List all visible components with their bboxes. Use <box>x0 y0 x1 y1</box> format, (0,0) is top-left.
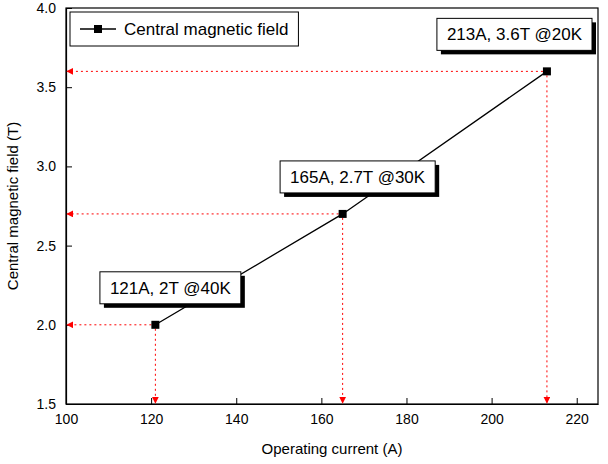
x-tick-mark <box>492 398 493 404</box>
y-tick: 4.0 <box>37 0 72 16</box>
annotation-text: 121A, 2T @40K <box>110 279 232 298</box>
x-axis: 100 120 140 160 180 200 220 <box>55 398 599 427</box>
x-tick-label: 120 <box>140 411 164 427</box>
x-tick: 120 <box>140 398 164 427</box>
annotation-text: 213A, 3.6T @20K <box>447 25 583 44</box>
x-tick-label: 140 <box>225 411 249 427</box>
y-tick: 3.5 <box>37 79 72 95</box>
y-guide-arrow <box>67 324 151 325</box>
x-guide-arrow <box>546 75 547 403</box>
y-tick-mark <box>66 166 72 167</box>
plot-frame <box>66 8 598 404</box>
annotations: 121A, 2T @40K 165A, 2.7T @30K 213A, 3.6T @… <box>100 18 596 307</box>
y-tick-mark <box>66 246 72 247</box>
y-guide-arrow <box>67 71 543 72</box>
x-tick: 140 <box>225 398 249 427</box>
legend-box <box>70 12 298 46</box>
annotation: 213A, 3.6T @20K <box>437 18 596 54</box>
annotation-text: 165A, 2.7T @30K <box>290 168 426 187</box>
x-guide-arrow <box>155 329 156 403</box>
x-tick-label: 180 <box>395 411 419 427</box>
data-point <box>339 210 347 218</box>
y-tick-mark <box>66 8 72 9</box>
y-axis: 1.5 2.0 2.5 3.0 3.5 4.0 <box>37 0 72 412</box>
x-tick-mark <box>236 398 237 404</box>
x-tick-label: 100 <box>55 411 79 427</box>
annotation: 165A, 2.7T @30K <box>280 161 439 197</box>
y-tick-label: 1.5 <box>37 396 57 412</box>
y-tick-mark <box>66 87 72 88</box>
x-tick: 180 <box>395 398 419 427</box>
x-tick-mark <box>151 398 152 404</box>
y-axis-line <box>66 9 67 405</box>
plot: 1001201401601802002201.52.02.53.03.54.01… <box>37 0 599 427</box>
annotation-box <box>100 272 241 304</box>
chart: 1001201401601802002201.52.02.53.03.54.01… <box>0 0 608 464</box>
y-tick: 3.0 <box>37 158 72 174</box>
legend-label: Central magnetic field <box>124 20 288 39</box>
guides <box>67 71 547 403</box>
y-tick-label: 3.5 <box>37 79 57 95</box>
y-tick-mark <box>66 404 72 405</box>
annotation: 121A, 2T @40K <box>100 272 245 308</box>
x-tick-label: 200 <box>480 411 504 427</box>
x-tick-mark <box>321 398 322 404</box>
y-tick: 2.5 <box>37 238 72 254</box>
x-axis-line <box>67 404 599 405</box>
x-tick-mark <box>406 398 407 404</box>
x-tick-label: 160 <box>310 411 334 427</box>
x-tick: 200 <box>480 398 504 427</box>
y-tick-label: 2.5 <box>37 238 57 254</box>
y-guide-arrow <box>67 213 339 214</box>
x-tick-mark <box>577 398 578 404</box>
x-axis-title: Operating current (A) <box>262 440 403 457</box>
x-guide-arrow <box>342 218 343 403</box>
y-tick-label: 4.0 <box>37 0 57 16</box>
annotation-box <box>437 18 592 50</box>
legend: Central magnetic field <box>70 12 298 46</box>
y-tick: 1.5 <box>37 396 72 412</box>
x-tick-label: 220 <box>566 411 590 427</box>
annotation-box <box>280 161 435 193</box>
legend-marker <box>94 25 102 33</box>
y-axis-title: Central magnetic field (T) <box>4 122 21 290</box>
x-tick: 220 <box>566 398 590 427</box>
y-tick: 2.0 <box>37 317 72 333</box>
data-point <box>543 67 551 75</box>
data-point <box>151 321 159 329</box>
y-tick-label: 2.0 <box>37 317 57 333</box>
y-tick-label: 3.0 <box>37 158 57 174</box>
x-tick: 160 <box>310 398 334 427</box>
